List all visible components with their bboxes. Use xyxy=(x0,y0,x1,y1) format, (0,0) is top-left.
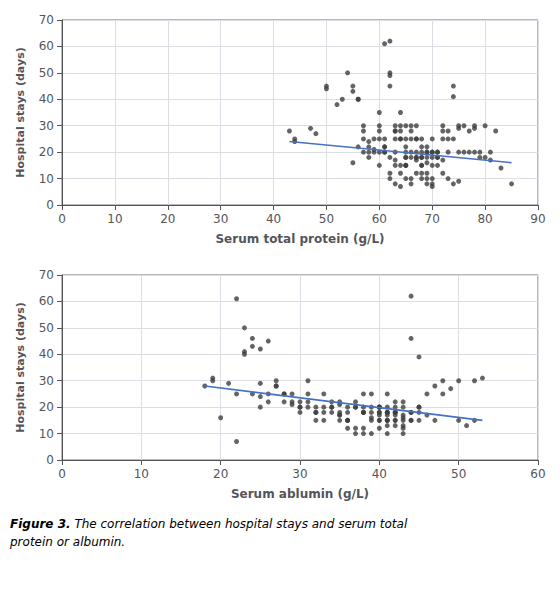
svg-text:60: 60 xyxy=(39,39,54,53)
svg-text:10: 10 xyxy=(39,172,54,186)
svg-text:0: 0 xyxy=(58,212,66,226)
svg-text:50: 50 xyxy=(451,467,466,481)
svg-text:The correlation between hospit: The correlation between hospital stays a… xyxy=(71,517,408,531)
svg-text:20: 20 xyxy=(213,467,228,481)
svg-text:10: 10 xyxy=(39,427,54,441)
svg-text:0: 0 xyxy=(46,453,54,467)
svg-text:50: 50 xyxy=(39,321,54,335)
svg-text:30: 30 xyxy=(213,212,228,226)
svg-text:30: 30 xyxy=(292,467,307,481)
svg-text:30: 30 xyxy=(39,119,54,133)
svg-text:20: 20 xyxy=(39,400,54,414)
svg-text:40: 40 xyxy=(39,92,54,106)
svg-text:10: 10 xyxy=(134,467,149,481)
svg-text:Serum ablumin (g/L): Serum ablumin (g/L) xyxy=(231,487,369,501)
svg-text:70: 70 xyxy=(39,13,54,27)
svg-text:70: 70 xyxy=(39,268,54,282)
svg-text:40: 40 xyxy=(266,212,281,226)
svg-text:60: 60 xyxy=(39,294,54,308)
svg-text:90: 90 xyxy=(530,212,545,226)
svg-text:Hospital stays (days): Hospital stays (days) xyxy=(14,47,27,177)
svg-text:Figure 3.: Figure 3. xyxy=(10,517,71,531)
svg-text:50: 50 xyxy=(319,212,334,226)
svg-text:protein or albumin.: protein or albumin. xyxy=(9,535,125,549)
svg-text:80: 80 xyxy=(477,212,492,226)
svg-text:50: 50 xyxy=(39,66,54,80)
svg-text:60: 60 xyxy=(530,467,545,481)
svg-text:60: 60 xyxy=(372,212,387,226)
svg-text:70: 70 xyxy=(425,212,440,226)
svg-text:30: 30 xyxy=(39,374,54,388)
svg-text:Hospital stays (days): Hospital stays (days) xyxy=(14,302,27,432)
svg-text:20: 20 xyxy=(160,212,175,226)
svg-text:Serum total protein (g/L): Serum total protein (g/L) xyxy=(215,232,384,246)
svg-text:0: 0 xyxy=(58,467,66,481)
svg-text:0: 0 xyxy=(46,198,54,212)
svg-text:10: 10 xyxy=(107,212,122,226)
svg-text:40: 40 xyxy=(39,347,54,361)
svg-text:40: 40 xyxy=(372,467,387,481)
svg-text:20: 20 xyxy=(39,145,54,159)
